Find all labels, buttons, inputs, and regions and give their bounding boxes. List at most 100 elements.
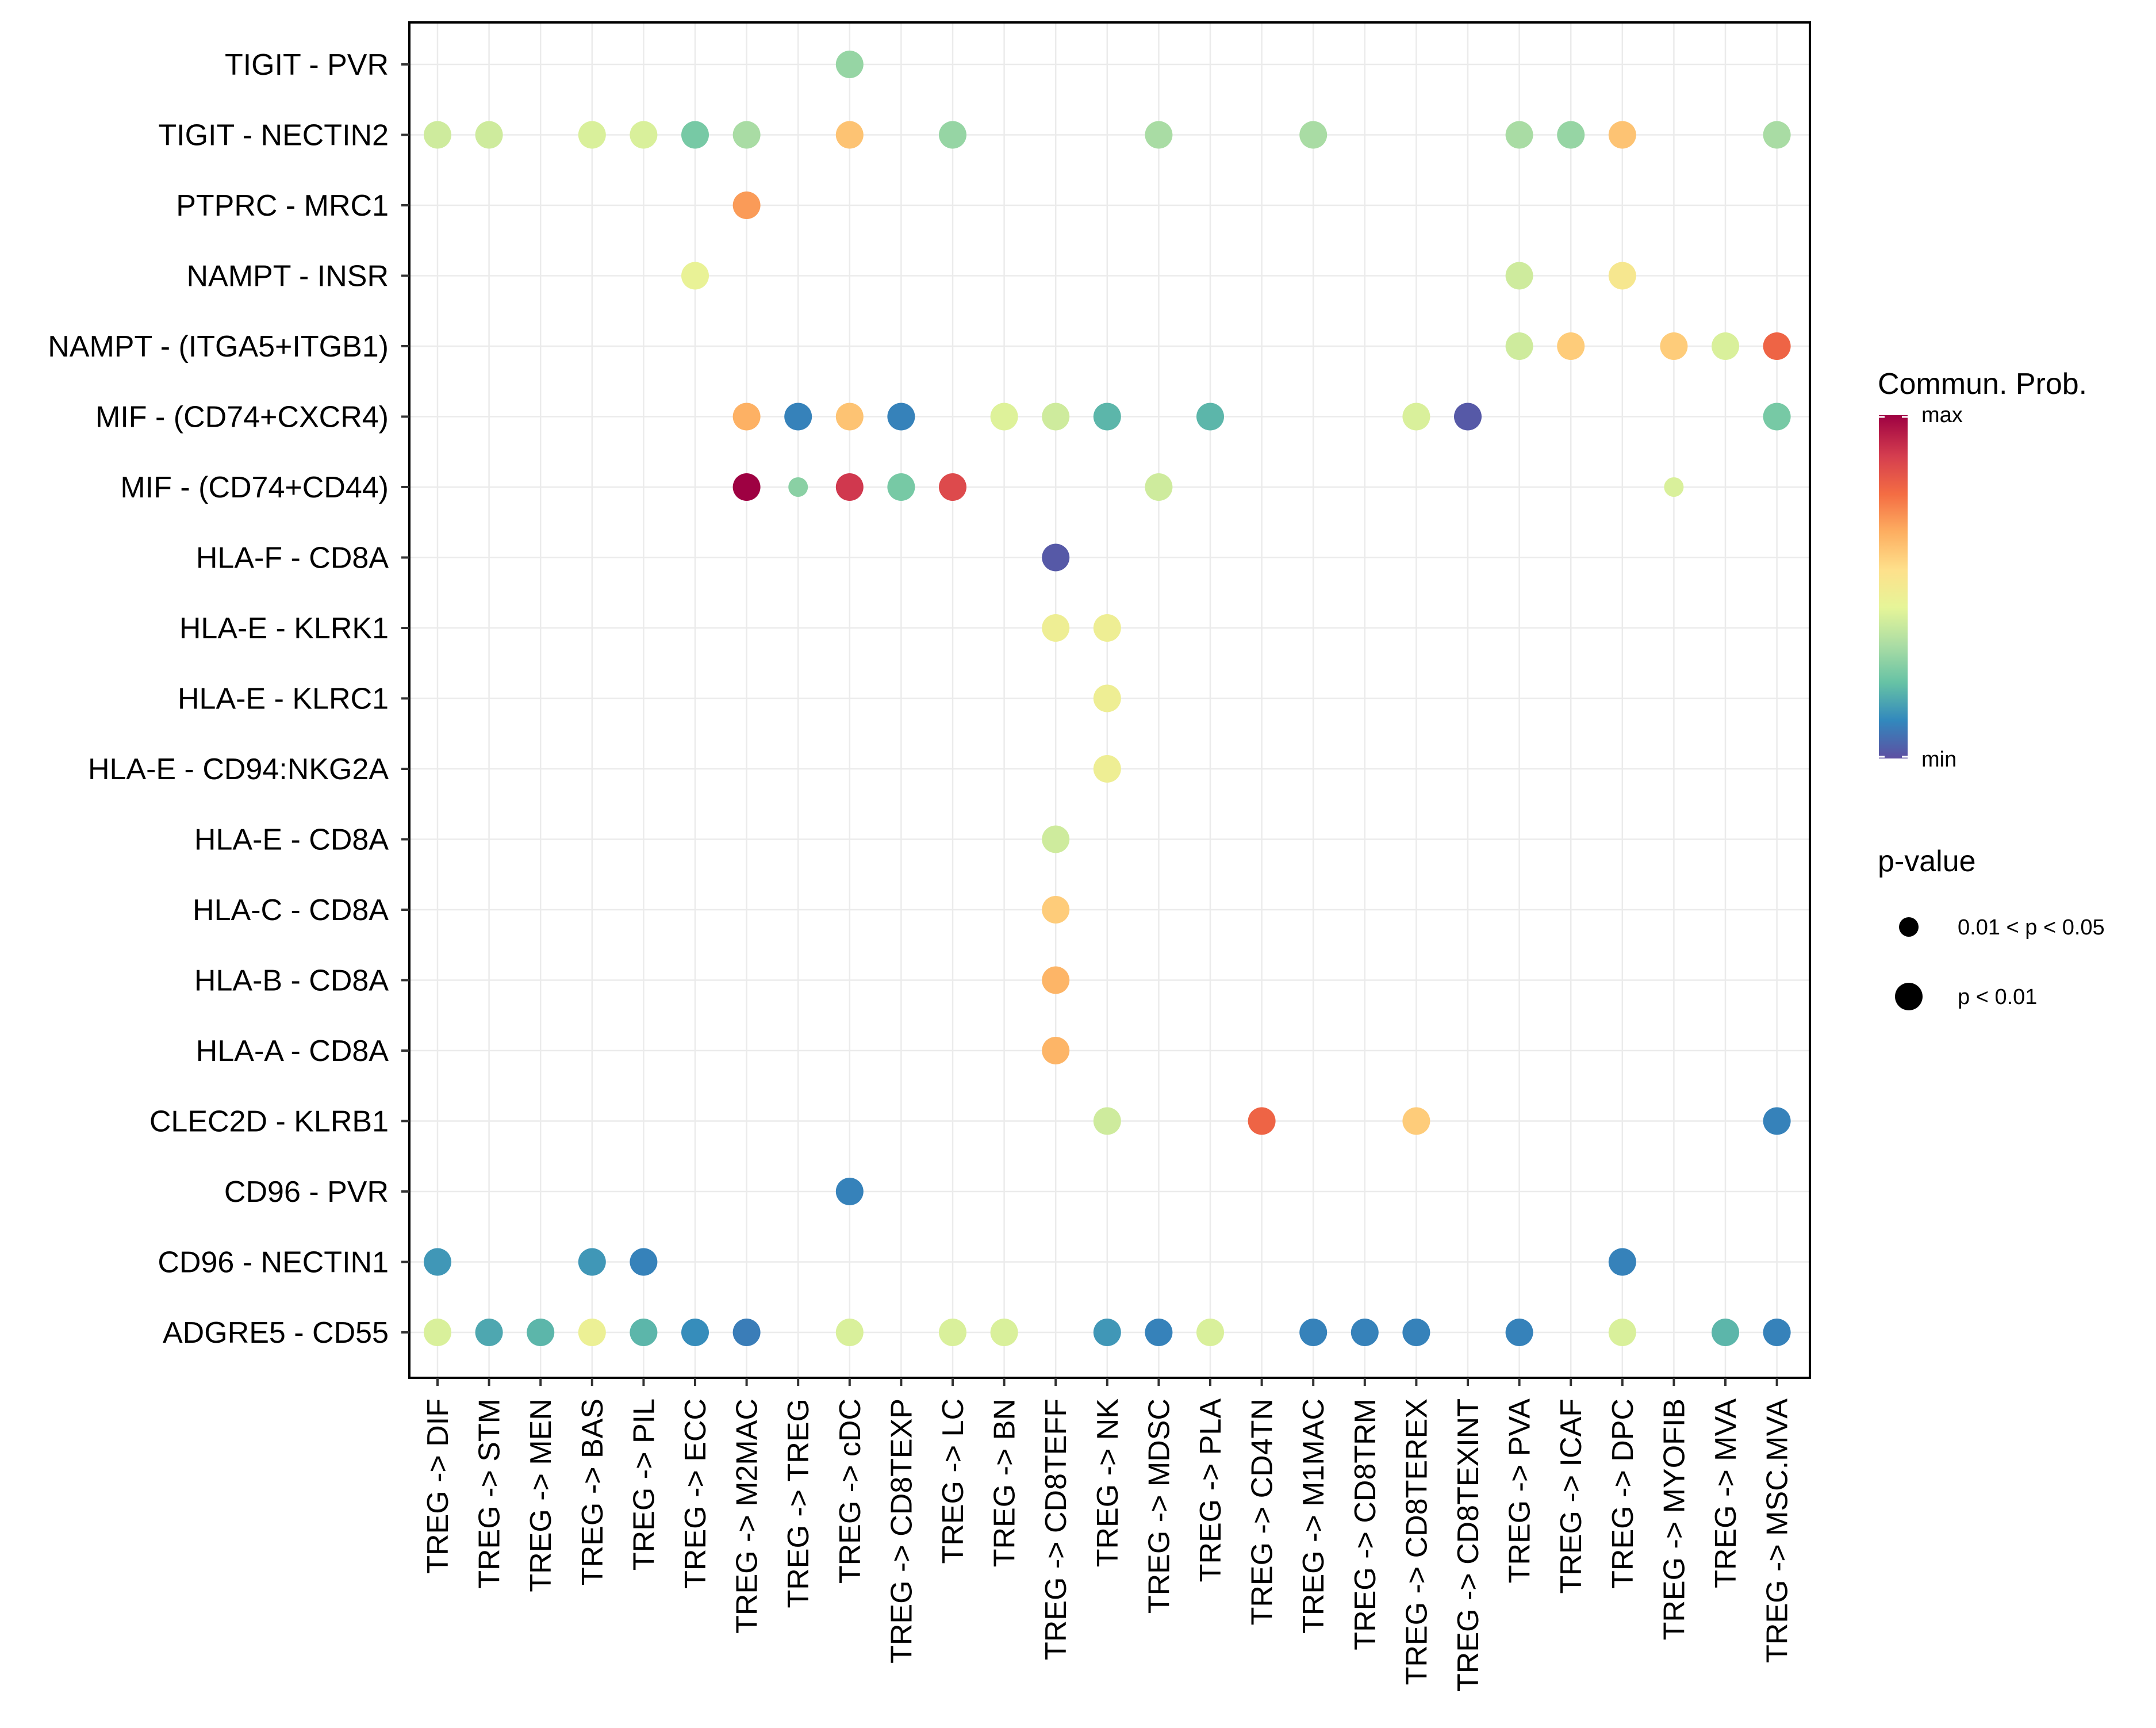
data-point <box>1505 332 1533 360</box>
colorbar-max-label: max <box>1921 403 1963 427</box>
data-point <box>424 1248 451 1276</box>
data-point <box>732 1319 761 1346</box>
y-axis-label: CLEC2D - KLRB1 <box>149 1105 389 1139</box>
data-point <box>1505 121 1533 149</box>
data-point <box>1093 403 1121 431</box>
data-points <box>424 51 1791 1346</box>
data-point <box>1196 403 1224 431</box>
x-axis-label: TREG -> MDSC <box>1142 1399 1176 1614</box>
data-point <box>1093 1107 1121 1135</box>
x-axis-label: TREG -> cDC <box>834 1399 867 1584</box>
data-point <box>1660 332 1688 360</box>
data-point <box>1196 1319 1224 1346</box>
y-axis-label: HLA-F - CD8A <box>196 542 389 575</box>
x-axis-label: TREG -> ECC <box>679 1399 712 1589</box>
data-point <box>475 121 503 149</box>
y-axis-label: TIGIT - NECTIN2 <box>158 119 389 152</box>
data-point <box>784 403 812 431</box>
legend: Commun. Prob. max min p-value 0.01 < p <… <box>1878 367 2105 1010</box>
x-axis: TREG -> DIF TREG -> STM TREG -> MEN TREG ->… <box>421 1378 1794 1692</box>
x-axis-label: TREG -> LC <box>937 1399 970 1564</box>
data-point <box>887 473 915 501</box>
plot-panel-border <box>408 21 1811 1379</box>
data-point <box>681 262 709 290</box>
x-axis-label: TREG -> MVA <box>1709 1399 1743 1588</box>
data-point <box>1402 1319 1430 1346</box>
x-axis-label: TREG -> CD8TEFF <box>1039 1399 1073 1660</box>
data-point <box>1763 1107 1791 1135</box>
y-axis-label: NAMPT - INSR <box>186 260 389 293</box>
y-axis-label: CD96 - NECTIN1 <box>158 1246 389 1279</box>
size-legend-dot-small <box>1899 917 1919 937</box>
data-point <box>1763 332 1791 360</box>
x-axis-label: TREG -> NK <box>1091 1399 1125 1568</box>
y-axis-label: MIF - (CD74+CXCR4) <box>95 401 389 434</box>
y-axis-label: CD96 - PVR <box>224 1175 389 1209</box>
y-axis-label: HLA-B - CD8A <box>194 964 389 998</box>
x-axis-label: TREG -> M2MAC <box>731 1399 764 1634</box>
data-point <box>1042 966 1070 994</box>
data-point <box>939 121 966 149</box>
data-point <box>1664 477 1684 497</box>
data-point <box>1608 121 1636 149</box>
x-axis-label: TREG -> CD4TN <box>1246 1399 1279 1625</box>
data-point <box>1763 121 1791 149</box>
x-axis-label: TREG -> MSC.MVA <box>1761 1399 1794 1663</box>
y-axis-label: HLA-E - KLRC1 <box>178 683 389 716</box>
data-point <box>732 473 761 501</box>
y-axis-label: HLA-E - CD94:NKG2A <box>88 753 389 786</box>
x-axis-label: TREG -> PVA <box>1503 1399 1537 1584</box>
size-legend-dot-large <box>1895 983 1923 1010</box>
colorbar-min-label: min <box>1921 748 1956 772</box>
data-point <box>1093 614 1121 642</box>
data-point <box>1402 1107 1430 1135</box>
data-point <box>1042 896 1070 924</box>
data-point <box>1351 1319 1379 1346</box>
data-point <box>1145 1319 1173 1346</box>
data-point <box>424 1319 451 1346</box>
data-point <box>1505 262 1533 290</box>
x-axis-label: TREG -> CD8TEXINT <box>1452 1399 1485 1692</box>
data-point <box>835 473 864 501</box>
x-axis-label: TREG -> DIF <box>421 1399 455 1574</box>
y-axis-label: HLA-E - CD8A <box>194 823 389 857</box>
y-axis-label: HLA-A - CD8A <box>196 1034 389 1068</box>
y-axis-label: PTPRC - MRC1 <box>176 189 389 223</box>
data-point <box>681 121 709 149</box>
data-point <box>630 121 658 149</box>
x-axis-label: TREG -> M1MAC <box>1297 1399 1330 1634</box>
data-point <box>1712 1319 1739 1346</box>
data-point <box>1505 1319 1533 1346</box>
y-axis-label: TIGIT - PVR <box>225 48 389 82</box>
data-point <box>1454 403 1482 431</box>
data-point <box>939 473 966 501</box>
data-point <box>578 1248 606 1276</box>
x-axis-label: TREG -> TREG <box>782 1399 815 1608</box>
y-axis: TIGIT - PVR TIGIT - NECTIN2 PTPRC - MRC1 NA… <box>48 48 409 1350</box>
data-point <box>990 403 1018 431</box>
x-axis-label: TREG -> PIL <box>627 1399 661 1570</box>
data-point <box>1608 1319 1636 1346</box>
data-point <box>1093 684 1121 712</box>
data-point <box>887 403 915 431</box>
data-point <box>1042 403 1070 431</box>
data-point <box>939 1319 966 1346</box>
data-point <box>732 191 761 219</box>
x-axis-label: TREG -> BN <box>988 1399 1022 1567</box>
y-axis-label: HLA-C - CD8A <box>193 894 389 927</box>
data-point <box>835 1178 864 1205</box>
data-point <box>630 1319 658 1346</box>
data-point <box>1042 543 1070 572</box>
data-point <box>1248 1107 1276 1135</box>
y-axis-label: ADGRE5 - CD55 <box>163 1316 389 1350</box>
data-point <box>424 121 451 149</box>
y-axis-label: MIF - (CD74+CD44) <box>120 471 389 504</box>
data-point <box>1402 403 1430 431</box>
data-point <box>1093 1319 1121 1346</box>
data-point <box>835 1319 864 1346</box>
size-legend-label-large: p < 0.01 <box>1958 985 2037 1009</box>
data-point <box>1042 1037 1070 1064</box>
data-point <box>578 1319 606 1346</box>
x-axis-label: TREG -> CD8TEXP <box>885 1399 918 1664</box>
